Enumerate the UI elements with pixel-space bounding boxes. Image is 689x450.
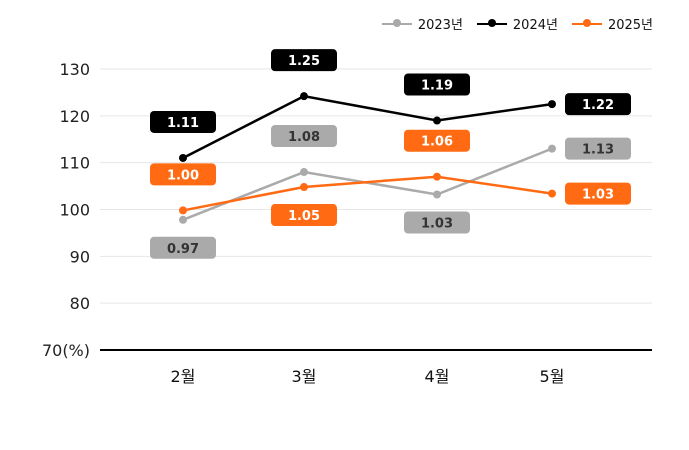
data-label-box <box>150 110 216 133</box>
data-label-box <box>565 93 631 116</box>
data-label-box <box>150 163 216 186</box>
legend-label-2024: 2024년 <box>512 18 558 33</box>
data-label-box <box>404 129 470 152</box>
y-tick-label: 120 <box>59 107 90 126</box>
data-point[interactable] <box>179 206 187 215</box>
data-label-box <box>404 211 470 234</box>
series-line-2024년 <box>182 94 553 160</box>
data-point[interactable] <box>433 116 441 125</box>
data-label-box <box>565 137 631 160</box>
legend-item-2024[interactable]: 2024년 <box>476 14 558 33</box>
legend: 2023년 2024년 2025년 <box>381 14 653 33</box>
x-tick-label: 2월 <box>171 367 196 386</box>
legend-label-2025: 2025년 <box>607 18 653 33</box>
series-line-2023년 <box>182 147 553 221</box>
legend-item-2023[interactable]: 2023년 <box>381 14 463 33</box>
x-tick-label: 3월 <box>292 367 317 386</box>
data-label: 1.25 <box>288 54 320 69</box>
data-point[interactable] <box>548 189 556 198</box>
y-tick-label: 110 <box>59 154 90 173</box>
data-label-box <box>404 73 470 96</box>
data-label: 1.06 <box>421 135 453 150</box>
data-point[interactable] <box>433 190 441 199</box>
data-label: 1.19 <box>421 79 453 94</box>
y-tick-label: 130 <box>59 60 90 79</box>
data-label-box <box>565 182 631 205</box>
series-line-2025년 <box>182 175 553 212</box>
data-point[interactable] <box>433 172 441 181</box>
data-point[interactable] <box>300 92 308 101</box>
data-label: 1.22 <box>582 98 614 113</box>
data-point[interactable] <box>300 168 308 177</box>
legend-item-2025[interactable]: 2025년 <box>571 14 653 33</box>
data-point[interactable] <box>548 144 556 153</box>
y-tick-label: 90 <box>70 247 90 266</box>
data-label: 1.03 <box>582 188 614 203</box>
data-label: 1.03 <box>421 217 453 232</box>
data-label-box <box>271 49 337 72</box>
data-label-box <box>271 204 337 227</box>
data-label-box <box>150 236 216 259</box>
data-point[interactable] <box>548 100 556 109</box>
data-label: 1.00 <box>167 168 199 183</box>
data-label: 1.08 <box>288 130 320 145</box>
legend-label-2023: 2023년 <box>417 18 463 33</box>
data-point[interactable] <box>179 153 187 162</box>
data-label-box <box>271 125 337 148</box>
data-label: 0.97 <box>167 242 199 257</box>
legend-swatch-2025 <box>571 18 602 27</box>
data-label: 1.11 <box>167 116 199 131</box>
x-tick-label: 4월 <box>425 367 450 386</box>
data-label: 1.05 <box>288 209 320 224</box>
y-tick-label: 100 <box>59 201 90 220</box>
x-tick-label: 5월 <box>540 367 565 386</box>
y-tick-label: 80 <box>70 294 90 313</box>
data-point[interactable] <box>300 183 308 192</box>
y-tick-label: 70(%) <box>42 341 90 360</box>
legend-swatch-2024 <box>476 18 507 27</box>
data-label: 1.13 <box>582 143 614 158</box>
data-point[interactable] <box>179 215 187 224</box>
legend-swatch-2023 <box>381 18 412 27</box>
